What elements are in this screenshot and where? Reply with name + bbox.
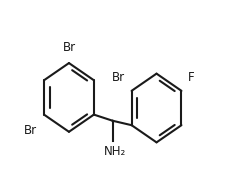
Text: NH₂: NH₂ — [104, 146, 126, 158]
Text: Br: Br — [62, 41, 75, 54]
Text: F: F — [187, 71, 194, 84]
Text: Br: Br — [112, 71, 125, 84]
Text: Br: Br — [23, 124, 36, 137]
